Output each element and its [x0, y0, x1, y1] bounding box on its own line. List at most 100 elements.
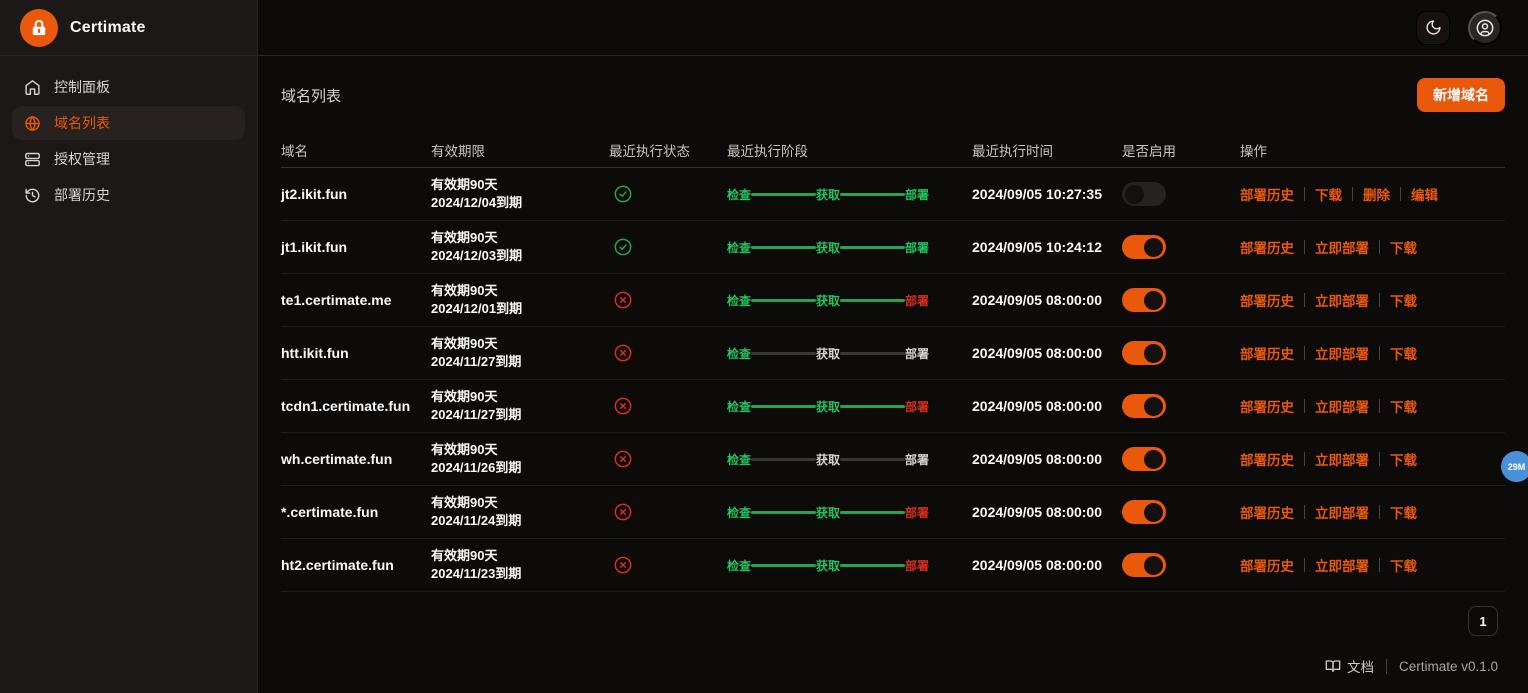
table-header-row: 域名 有效期限 最近执行状态 最近执行阶段 最近执行时间 是否启用 操作	[281, 132, 1505, 168]
table-body: jt2.ikit.fun 有效期90天 2024/12/04到期 检查 获取 部署 2024…	[281, 168, 1505, 592]
domain-cell: jt1.ikit.fun	[281, 239, 348, 255]
toggle-knob	[1125, 184, 1144, 204]
action-divider	[1379, 399, 1380, 413]
footer: 文档 Certimate v0.1.0	[281, 656, 1505, 676]
brand: Certimate	[0, 0, 257, 56]
action-link-下载[interactable]: 下载	[1390, 294, 1417, 309]
validity-line: 有效期90天	[431, 230, 498, 246]
validity-cell: 有效期90天 2024/11/27到期	[431, 388, 609, 423]
stage-label: 获取	[816, 452, 841, 467]
action-link-删除[interactable]: 删除	[1363, 188, 1390, 203]
theme-toggle-button[interactable]	[1416, 10, 1450, 45]
time-cell: 2024/09/05 08:00:00	[972, 451, 1102, 467]
stage-label: 部署	[905, 346, 930, 361]
status-cell	[609, 396, 727, 416]
column-header: 域名	[281, 143, 308, 159]
action-link-立即部署[interactable]: 立即部署	[1315, 241, 1369, 256]
action-link-部署历史[interactable]: 部署历史	[1240, 347, 1294, 362]
action-link-立即部署[interactable]: 立即部署	[1315, 347, 1369, 362]
action-link-立即部署[interactable]: 立即部署	[1315, 506, 1369, 521]
action-link-部署历史[interactable]: 部署历史	[1240, 559, 1294, 574]
stage-progress: 检查 获取 部署	[727, 292, 929, 309]
stage-progress: 检查 获取 部署	[727, 504, 929, 521]
action-link-部署历史[interactable]: 部署历史	[1240, 294, 1294, 309]
page-button-1[interactable]: 1	[1468, 606, 1498, 636]
stage-progress: 检查 获取 部署	[727, 345, 929, 362]
validity-line: 有效期90天	[431, 548, 498, 564]
validity-line: 2024/12/03到期	[431, 248, 523, 263]
sidebar-item-授权管理[interactable]: 授权管理	[12, 142, 245, 176]
action-link-下载[interactable]: 下载	[1390, 241, 1417, 256]
action-link-部署历史[interactable]: 部署历史	[1240, 241, 1294, 256]
enabled-cell	[1122, 182, 1240, 206]
add-domain-button[interactable]: 新增域名	[1417, 78, 1505, 112]
enable-toggle[interactable]	[1122, 447, 1166, 471]
sidebar-item-label: 授权管理	[54, 151, 110, 167]
error-x-icon	[613, 290, 633, 310]
enable-toggle[interactable]	[1122, 341, 1166, 365]
sidebar-item-label: 控制面板	[54, 79, 110, 95]
stage-label: 部署	[905, 505, 930, 520]
validity-line: 有效期90天	[431, 177, 498, 193]
column-header: 最近执行阶段	[727, 143, 808, 159]
content: 域名列表 新增域名 域名 有效期限 最近执行状态 最近执行阶段 最近执行时间 是否启用 操作…	[258, 56, 1528, 693]
enable-toggle[interactable]	[1122, 235, 1166, 259]
table-row: htt.ikit.fun 有效期90天 2024/11/27到期 检查 获取 部署 2024…	[281, 327, 1505, 380]
action-divider	[1379, 293, 1380, 307]
stage-label: 获取	[816, 558, 841, 573]
stage-cell: 检查 获取 部署	[727, 504, 972, 521]
action-link-立即部署[interactable]: 立即部署	[1315, 400, 1369, 415]
floating-badge[interactable]: 29M	[1501, 451, 1528, 482]
action-link-下载[interactable]: 下载	[1390, 453, 1417, 468]
sidebar-item-域名列表[interactable]: 域名列表	[12, 106, 245, 140]
error-x-icon	[613, 396, 633, 416]
sidebar-item-控制面板[interactable]: 控制面板	[12, 70, 245, 104]
action-link-部署历史[interactable]: 部署历史	[1240, 506, 1294, 521]
validity-line: 2024/12/04到期	[431, 195, 523, 210]
server-icon	[24, 151, 41, 168]
action-divider	[1304, 240, 1305, 254]
action-link-立即部署[interactable]: 立即部署	[1315, 294, 1369, 309]
book-icon	[1325, 658, 1341, 674]
domain-cell: htt.ikit.fun	[281, 345, 349, 361]
action-link-下载[interactable]: 下载	[1390, 559, 1417, 574]
stage-line	[840, 245, 905, 249]
column-header: 最近执行时间	[972, 143, 1053, 159]
enabled-cell	[1122, 341, 1240, 365]
domain-cell: wh.certimate.fun	[281, 451, 393, 467]
docs-link[interactable]: 文档	[1325, 656, 1374, 676]
action-link-立即部署[interactable]: 立即部署	[1315, 453, 1369, 468]
lock-icon	[20, 8, 58, 47]
action-link-立即部署[interactable]: 立即部署	[1315, 559, 1369, 574]
action-link-下载[interactable]: 下载	[1390, 506, 1417, 521]
domain-cell: jt2.ikit.fun	[281, 186, 348, 202]
action-link-下载[interactable]: 下载	[1390, 400, 1417, 415]
history-icon	[24, 187, 41, 204]
action-divider	[1379, 558, 1380, 572]
stage-line	[751, 563, 816, 567]
user-menu-button[interactable]	[1468, 10, 1502, 45]
stage-progress: 检查 获取 部署	[727, 186, 929, 203]
action-link-下载[interactable]: 下载	[1390, 347, 1417, 362]
enable-toggle[interactable]	[1122, 553, 1166, 577]
action-link-部署历史[interactable]: 部署历史	[1240, 400, 1294, 415]
toggle-knob	[1144, 290, 1163, 310]
action-divider	[1379, 505, 1380, 519]
time-cell: 2024/09/05 08:00:00	[972, 557, 1102, 573]
action-link-部署历史[interactable]: 部署历史	[1240, 188, 1294, 203]
enable-toggle[interactable]	[1122, 288, 1166, 312]
stage-line	[751, 192, 816, 196]
enable-toggle[interactable]	[1122, 182, 1166, 206]
topbar	[258, 0, 1528, 56]
enable-toggle[interactable]	[1122, 500, 1166, 524]
enable-toggle[interactable]	[1122, 394, 1166, 418]
sidebar-item-部署历史[interactable]: 部署历史	[12, 178, 245, 212]
action-link-下载[interactable]: 下载	[1315, 188, 1342, 203]
toggle-knob	[1144, 343, 1163, 363]
validity-line: 2024/11/27到期	[431, 354, 522, 369]
action-link-编辑[interactable]: 编辑	[1411, 188, 1438, 203]
action-link-部署历史[interactable]: 部署历史	[1240, 453, 1294, 468]
time-cell: 2024/09/05 08:00:00	[972, 345, 1102, 361]
enabled-cell	[1122, 447, 1240, 471]
